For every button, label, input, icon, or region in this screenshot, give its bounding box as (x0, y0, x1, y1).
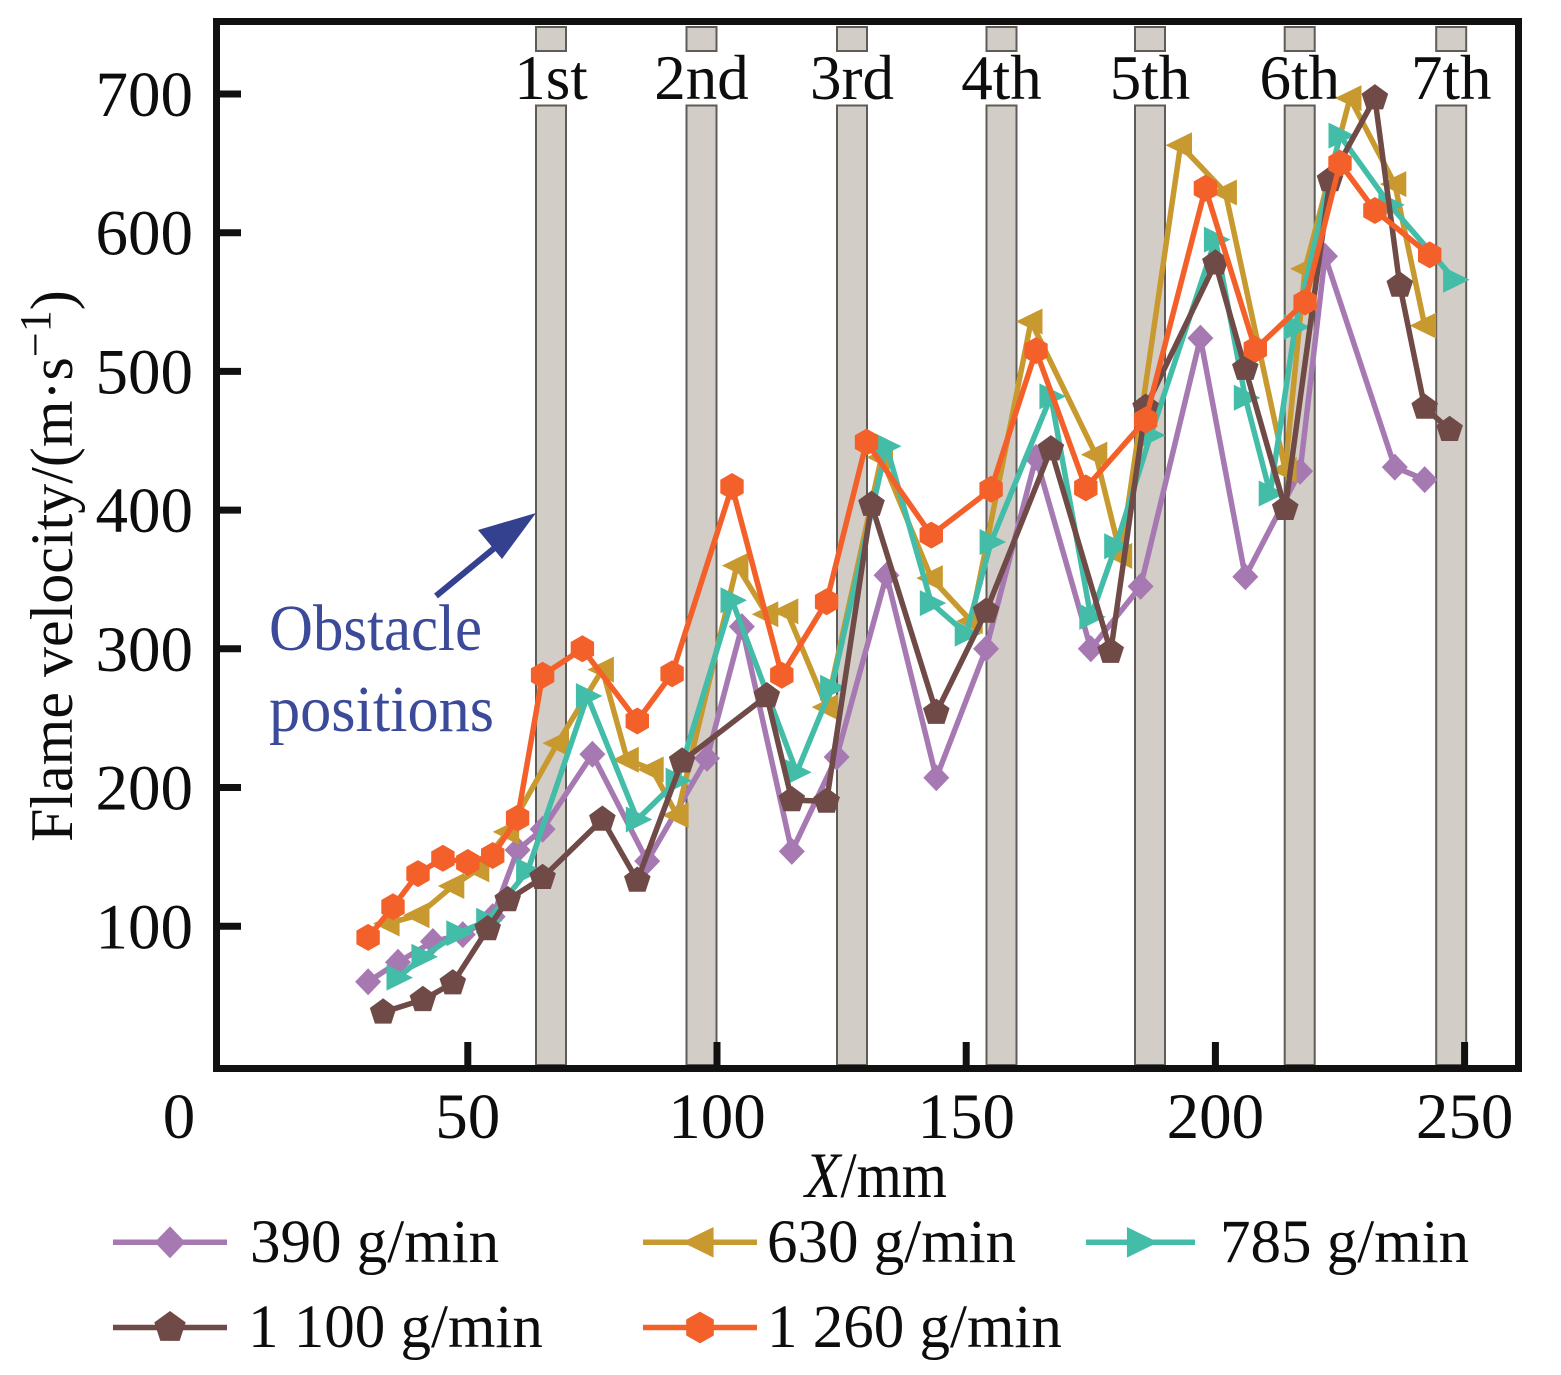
svg-text:50: 50 (435, 1081, 500, 1153)
svg-text:100: 100 (668, 1081, 766, 1153)
svg-text:positions: positions (269, 673, 494, 746)
svg-text:1 100 g/min: 1 100 g/min (248, 1294, 543, 1361)
svg-text:3rd: 3rd (810, 43, 894, 113)
svg-text:Flame velocity/(m·s−1): Flame velocity/(m·s−1) (11, 290, 85, 842)
svg-text:X/mm: X/mm (802, 1140, 947, 1212)
svg-text:7th: 7th (1411, 43, 1492, 113)
svg-text:630 g/min: 630 g/min (767, 1209, 1016, 1276)
svg-text:1st: 1st (514, 43, 588, 113)
svg-text:150: 150 (917, 1081, 1015, 1153)
svg-text:0: 0 (163, 1081, 196, 1153)
svg-text:400: 400 (96, 475, 194, 547)
svg-text:5th: 5th (1110, 43, 1191, 113)
svg-text:600: 600 (96, 198, 194, 270)
svg-text:390 g/min: 390 g/min (250, 1209, 499, 1276)
svg-text:100: 100 (96, 891, 194, 963)
svg-text:500: 500 (96, 336, 194, 408)
svg-text:1 260 g/min: 1 260 g/min (767, 1294, 1062, 1361)
svg-text:6th: 6th (1259, 43, 1340, 113)
svg-text:700: 700 (96, 59, 194, 131)
svg-text:200: 200 (96, 753, 194, 825)
svg-text:250: 250 (1416, 1081, 1514, 1153)
svg-text:200: 200 (1167, 1081, 1265, 1153)
svg-text:4th: 4th (961, 43, 1042, 113)
svg-text:Obstacle: Obstacle (269, 592, 482, 665)
svg-text:2nd: 2nd (654, 43, 749, 113)
svg-text:300: 300 (96, 614, 194, 686)
svg-text:785 g/min: 785 g/min (1220, 1209, 1469, 1276)
